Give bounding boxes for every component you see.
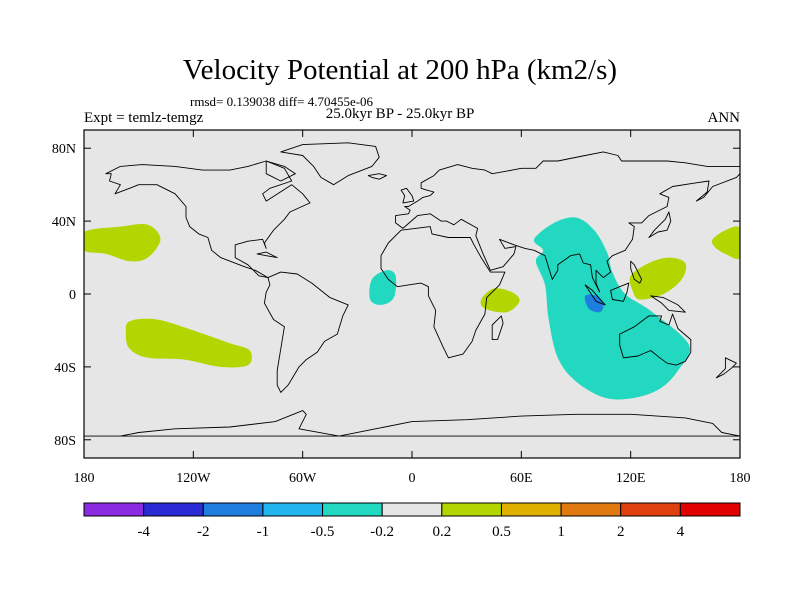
chart-title: Velocity Potential at 200 hPa (km2/s) xyxy=(182,54,618,86)
season-label: ANN xyxy=(707,110,741,126)
y-tick-label: 40S xyxy=(54,361,76,376)
coastline-eurasia xyxy=(395,151,740,293)
region-south-pacific-positive-anomaly xyxy=(125,318,252,368)
colorbar-box xyxy=(500,502,562,517)
coastline-antarctica-coast xyxy=(84,410,740,437)
colorbar-box xyxy=(322,502,383,517)
coastline-north-america xyxy=(105,160,311,279)
colorbar-box xyxy=(83,502,145,517)
coastline-baffin-island xyxy=(265,160,296,182)
period-label: 25.0kyr BP - 25.0kyr BP xyxy=(325,106,475,122)
x-tick-label: 120W xyxy=(176,471,211,486)
region-north-pacific-positive-anomaly xyxy=(84,223,161,262)
y-tick-label: 40N xyxy=(52,215,76,230)
experiment-label: Expt = temlz-temgz xyxy=(84,110,204,126)
x-tick-label: 0 xyxy=(409,471,416,486)
axes: 180 120W 60W 0 60E 120E 180 80N 40N 0 40S 80S xyxy=(52,130,751,486)
colorbar-box xyxy=(143,502,204,517)
colorbar-label: 1 xyxy=(557,524,565,540)
coastline-japan xyxy=(648,211,672,238)
region-indian-ocean-australia-negative-anomaly xyxy=(533,217,690,400)
x-tick-label: 180 xyxy=(74,471,95,486)
y-tick-label: 0 xyxy=(69,288,76,303)
colorbar-box xyxy=(560,502,622,517)
coastline-new-zealand xyxy=(715,357,737,379)
y-tick-label: 80N xyxy=(52,142,76,157)
coastlines xyxy=(84,142,740,437)
region-date-line-positive-anomaly xyxy=(711,226,740,260)
y-tick-label: 80S xyxy=(54,434,76,449)
map-background xyxy=(84,130,740,458)
colorbar-label: 0.2 xyxy=(432,524,451,540)
coastline-africa xyxy=(380,226,506,359)
coastline-iceland xyxy=(367,173,387,180)
region-west-pacific-positive-anomaly xyxy=(629,257,687,300)
coastline-madagascar xyxy=(491,315,504,341)
x-tick-label: 60W xyxy=(289,471,317,486)
colorbar-label: 0.5 xyxy=(492,524,511,540)
colorbar-box xyxy=(262,502,324,517)
colorbar-box xyxy=(381,502,443,517)
coastline-greenland xyxy=(280,142,380,186)
colorbar-label: -1 xyxy=(257,524,270,540)
coastline-south-america xyxy=(263,271,349,393)
colorbar-box xyxy=(620,502,681,517)
colorbar-label: -2 xyxy=(197,524,210,540)
colorbar-label: -0.2 xyxy=(370,524,394,540)
stats-label: rmsd= 0.139038 diff= 4.70455e-06 xyxy=(190,94,374,109)
coastline-australia xyxy=(619,313,692,366)
x-tick-label: 60E xyxy=(510,471,533,486)
anomaly-regions xyxy=(84,217,740,400)
colorbar-label: -0.5 xyxy=(311,524,335,540)
coastline-philippines xyxy=(630,260,643,284)
region-atlantic-guinea-negative-anomaly xyxy=(369,270,397,305)
coastline-great-britain xyxy=(400,187,415,204)
colorbar-box xyxy=(441,502,502,517)
coastline-borneo xyxy=(610,282,630,302)
colorbar-label: -4 xyxy=(137,524,150,540)
colorbar-box xyxy=(679,502,741,517)
x-tick-label: 120E xyxy=(616,471,646,486)
coastline-sumatra xyxy=(584,284,606,306)
coastline-cuba xyxy=(256,251,278,259)
colorbar: -4 -2 -1 -0.5 -0.2 0.2 0.5 1 2 4 xyxy=(83,502,741,540)
region-maritime-continent-negative-core xyxy=(584,294,604,313)
colorbar-label: 2 xyxy=(617,524,625,540)
x-tick-label: 180 xyxy=(730,471,751,486)
colorbar-box xyxy=(202,502,264,517)
coastline-new-guinea xyxy=(650,295,686,313)
colorbar-label: 4 xyxy=(677,524,685,540)
